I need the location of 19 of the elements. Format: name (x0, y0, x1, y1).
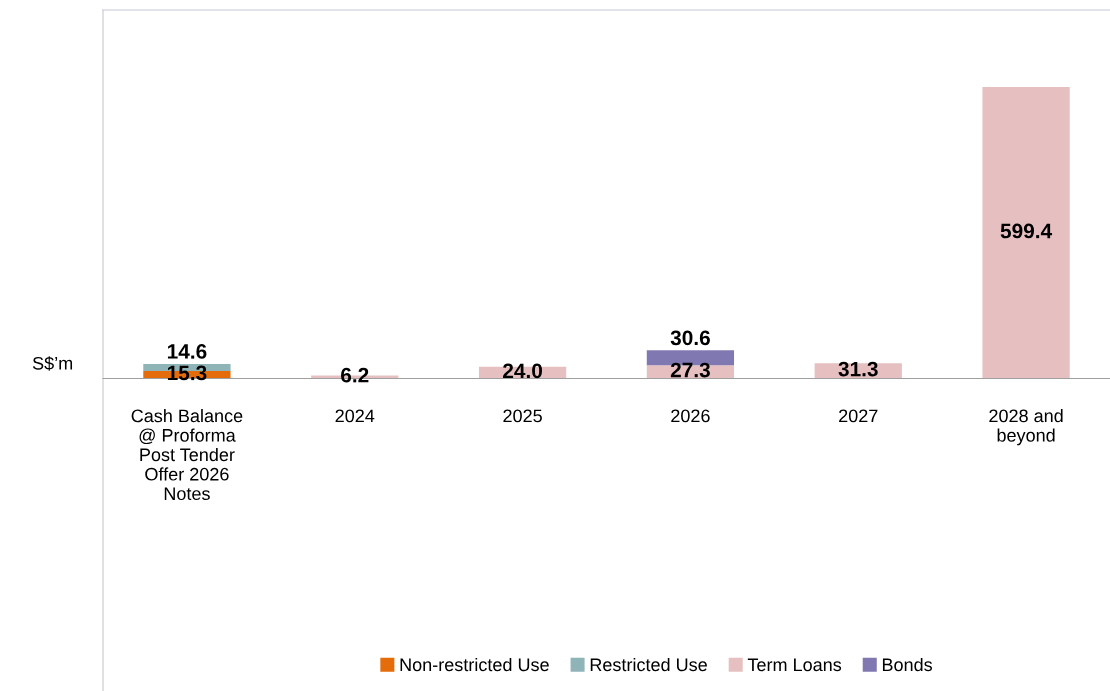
data-label: 6.2 (341, 367, 369, 383)
x-tick-label: 2025 (503, 409, 542, 423)
data-label: 27.3 (670, 362, 710, 378)
x-tick-label: Cash Balance @ Proforma Post Tender Offer 2026 Notes (131, 409, 243, 501)
bar (982, 87, 1070, 379)
legend-label: Restricted Use (590, 657, 707, 672)
data-label: 599.4 (1000, 223, 1053, 239)
data-label: 30.6 (670, 330, 710, 346)
data-label: 24.0 (503, 363, 543, 379)
legend-label: Term Loans (747, 658, 842, 672)
data-label: 14.6 (167, 344, 207, 359)
x-tick-label: 2028 and beyond (989, 409, 1063, 446)
y-axis-title: S$’m (32, 356, 73, 371)
legend-label: Non-restricted Use (400, 657, 549, 672)
x-tick-label: 2027 (839, 409, 878, 423)
legend-label: Bonds (882, 657, 933, 672)
data-label: 31.3 (838, 361, 878, 377)
x-tick-label: 2024 (335, 409, 375, 423)
x-tick-label: 2026 (671, 409, 710, 423)
